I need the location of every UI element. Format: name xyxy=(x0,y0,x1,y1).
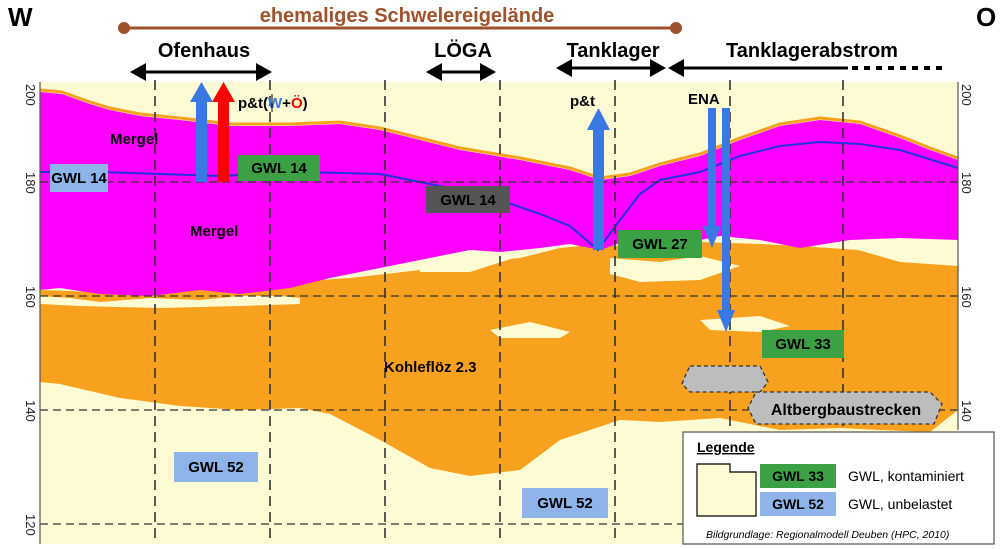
gwl52-center-badge: GWL 52 xyxy=(522,488,608,518)
legend-gwl33-label: GWL 33 xyxy=(772,468,824,484)
zone-tanklagerabstrom: Tanklagerabstrom xyxy=(726,40,898,62)
svg-text:GWL 33: GWL 33 xyxy=(775,336,831,353)
altbergbau-shape-lower xyxy=(747,391,943,425)
sand-lens xyxy=(610,256,740,282)
svg-text:GWL 52: GWL 52 xyxy=(537,495,593,512)
legend-gwl33-desc: GWL, kontaminiert xyxy=(848,468,964,484)
ena-label: ENA xyxy=(688,91,720,108)
kohlefloez-label: Kohleflöz 2.3 xyxy=(384,359,477,376)
gwl27-badge: GWL 27 xyxy=(618,230,702,258)
sand-lens xyxy=(40,296,300,308)
gwl33-badge: GWL 33 xyxy=(762,330,844,358)
site-extent-bar xyxy=(118,22,682,34)
mergel-label-mid: Mergel xyxy=(190,223,238,240)
gwl14-center-badge: GWL 14 xyxy=(426,186,510,213)
pt-right-arrow xyxy=(587,108,610,250)
pt-right-label: p&t xyxy=(570,93,595,110)
axis-label-left: 140 xyxy=(23,400,38,422)
axis-label-right: 200 xyxy=(959,84,974,106)
svg-text:GWL 14: GWL 14 xyxy=(440,192,496,209)
axis-label-left: 180 xyxy=(23,172,38,194)
axis-label-right: 140 xyxy=(959,400,974,422)
gwl14-center-left-badge: GWL 14 xyxy=(238,155,320,181)
svg-text:GWL 27: GWL 27 xyxy=(632,236,688,253)
zone-loega: LÖGA xyxy=(434,39,492,62)
axis-label-left: 120 xyxy=(23,514,38,536)
zone-arrows xyxy=(130,59,848,81)
legend: Legende GWL 33 GWL, kontaminiert GWL 52 … xyxy=(682,431,995,545)
axis-label-right: 180 xyxy=(959,172,974,194)
svg-text:GWL 14: GWL 14 xyxy=(51,170,107,187)
compass-west: W xyxy=(8,2,33,32)
legend-gwl52-label: GWL 52 xyxy=(772,496,824,512)
sand-lens xyxy=(420,250,520,272)
pt-left-arrows xyxy=(190,82,235,182)
axis-label-left: 160 xyxy=(23,286,38,308)
legend-gwl52-desc: GWL, unbelastet xyxy=(848,496,952,512)
sand-lens xyxy=(490,322,570,338)
ground-surface xyxy=(39,88,959,180)
axis-label-right: 160 xyxy=(959,286,974,308)
pt-left-label: p&t(W+Ö) xyxy=(238,95,308,112)
gwl52-left-badge: GWL 52 xyxy=(174,452,258,482)
compass-east: O xyxy=(976,2,996,32)
legend-sand-symbol xyxy=(696,463,757,517)
site-label: ehemaliges Schwelereigelände xyxy=(260,5,555,27)
legend-gwl52-swatch xyxy=(760,492,836,516)
altbergbau-shape-upper xyxy=(681,365,769,393)
legend-gwl33-swatch xyxy=(760,464,836,488)
altbergbau-label: Altbergbaustrecken xyxy=(771,402,921,419)
svg-text:GWL 14: GWL 14 xyxy=(251,160,307,177)
gwl14-left-badge: GWL 14 xyxy=(50,164,108,192)
zone-ofenhaus: Ofenhaus xyxy=(158,40,250,62)
legend-source: Bildgrundlage: Regionalmodell Deuben (HP… xyxy=(706,529,949,541)
axis-label-left: 200 xyxy=(23,84,38,106)
legend-title: Legende xyxy=(697,439,755,455)
reference-lines xyxy=(40,181,958,525)
zone-tanklager: Tanklager xyxy=(567,40,660,62)
mergel-label-top: Mergel xyxy=(110,131,158,148)
svg-text:GWL 52: GWL 52 xyxy=(188,459,244,476)
ena-arrows xyxy=(703,108,735,332)
